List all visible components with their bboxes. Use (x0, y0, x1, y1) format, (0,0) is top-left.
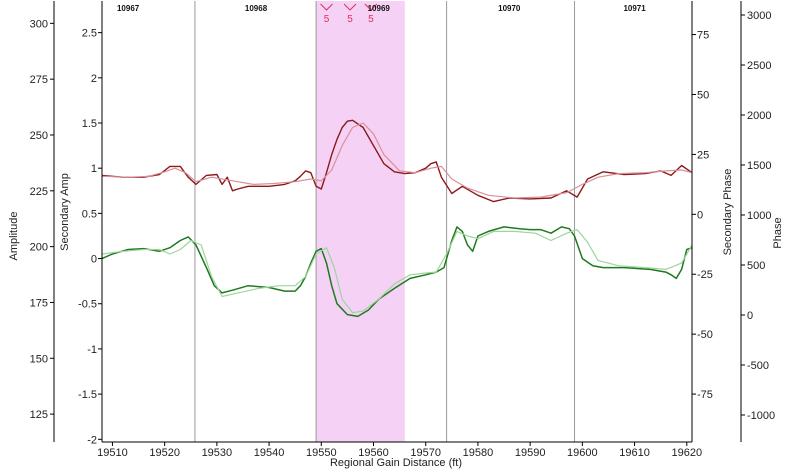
marker-label-1: 5 (347, 14, 353, 25)
x-axis-title: Regional Gain Distance (ft) (330, 457, 462, 469)
series-line-3 (101, 229, 693, 314)
secondary_phase-tick-label-2: -25 (697, 269, 713, 281)
phase-tick-label-4: 1000 (747, 210, 771, 222)
amplitude-tick-label-6: 275 (30, 74, 48, 86)
amplitude-axis-title: Amplitude (8, 212, 20, 261)
secondary_phase-tick-label-4: 25 (697, 149, 709, 161)
secondary_phase-tick-label-3: 0 (697, 209, 703, 221)
secondary-amp-axis-title: Secondary Amp (59, 173, 71, 251)
phase-tick-label-8: 3000 (747, 10, 771, 22)
amplitude-tick-label-7: 300 (30, 18, 48, 30)
phase-tick-label-3: 500 (747, 260, 765, 272)
x-tick-label-2: 19530 (202, 447, 233, 459)
secondary_phase-tick-label-0: -75 (697, 389, 713, 401)
amplitude-tick-label-2: 175 (30, 297, 48, 309)
secondary-phase-axis-title: Secondary Phase (722, 169, 734, 256)
x-tick-label-6: 19570 (410, 447, 441, 459)
phase-axis-title: Phase (772, 217, 784, 248)
amplitude-tick-label-1: 150 (30, 353, 48, 365)
segment-boundaries (194, 1, 576, 442)
series-line-1 (101, 122, 693, 199)
amplitude-tick-label-4: 225 (30, 186, 48, 198)
segment-label-0: 10967 (117, 4, 140, 13)
amplitude-tick-label-5: 250 (30, 130, 48, 142)
marker-group: 5 5 5 (320, 3, 378, 25)
secondary_amp-tick-label-0: -2 (87, 434, 97, 446)
segment-labels: 10967 10968 10969 10970 10971 (117, 4, 646, 13)
secondary_amp-tick-label-2: -1 (87, 344, 97, 356)
marker-chevron-1 (343, 3, 357, 11)
segment-label-2: 10969 (368, 4, 391, 13)
amplitude-tick-label-3: 200 (30, 242, 48, 254)
phase-tick-label-6: 2000 (747, 110, 771, 122)
secondary_amp-tick-label-7: 1.5 (82, 118, 97, 130)
secondary_amp-tick-label-5: 0.5 (82, 208, 97, 220)
x-tick-label-7: 19580 (463, 447, 494, 459)
secondary_amp-tick-label-4: 0 (91, 254, 97, 266)
phase-tick-label-1: -500 (747, 360, 769, 372)
x-tick-label-1: 19520 (149, 447, 180, 459)
x-tick-label-10: 19610 (619, 447, 650, 459)
marker-label-2: 5 (368, 14, 374, 25)
series-line-2 (101, 226, 693, 318)
segment-label-4: 10971 (623, 4, 646, 13)
x-tick-label-4: 19550 (306, 447, 337, 459)
segment-label-1: 10968 (245, 4, 268, 13)
secondary_phase-tick-label-6: 75 (697, 30, 709, 42)
phase-tick-label-0: -1000 (747, 410, 775, 422)
secondary_amp-tick-label-1: -1.5 (78, 389, 97, 401)
secondary_phase-tick-label-5: 50 (697, 89, 709, 101)
phase-tick-label-7: 2500 (747, 60, 771, 72)
marker-chevron-2 (364, 3, 378, 11)
series-line-0 (101, 119, 693, 203)
highlight-band (316, 1, 405, 442)
x-tick-label-3: 19540 (254, 447, 285, 459)
highlight-rect (316, 1, 405, 442)
x-tick-label-0: 19510 (97, 447, 128, 459)
marker-label-0: 5 (324, 14, 330, 25)
x-tick-label-5: 19560 (358, 447, 389, 459)
secondary_amp-tick-label-6: 1 (91, 163, 97, 175)
secondary_amp-tick-label-3: -0.5 (78, 299, 97, 311)
marker-chevron-0 (320, 3, 333, 11)
amplitude-tick-label-0: 125 (30, 409, 48, 421)
segment-label-3: 10970 (498, 4, 521, 13)
axes: 19510 19520 19530 19540 19550 19560 19570 19580… (30, 1, 775, 459)
secondary_amp-tick-label-8: 2 (91, 73, 97, 85)
x-tick-label-9: 19600 (567, 447, 598, 459)
phase-tick-label-5: 1500 (747, 160, 771, 172)
secondary_phase-tick-label-1: -50 (697, 329, 713, 341)
phase-tick-label-2: 0 (747, 310, 753, 322)
secondary_amp-tick-label-9: 2.5 (82, 28, 97, 40)
x-tick-label-8: 19590 (515, 447, 546, 459)
x-tick-label-11: 19620 (671, 447, 702, 459)
series-lines (101, 119, 693, 318)
